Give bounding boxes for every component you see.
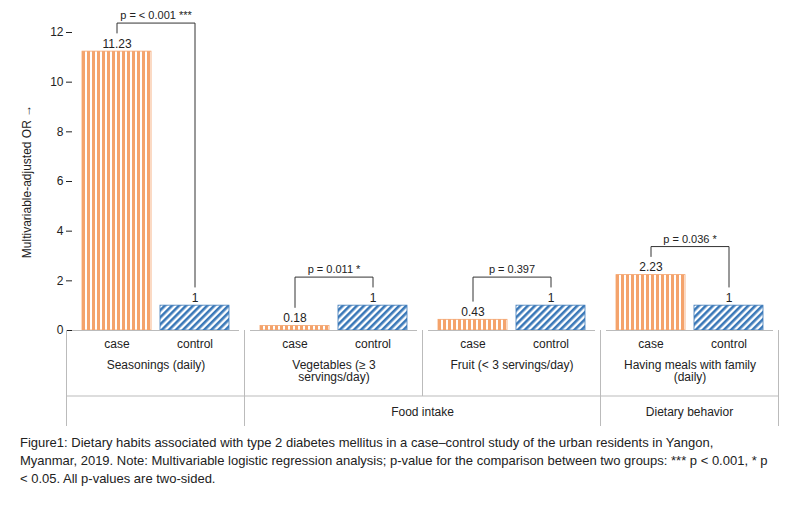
svg-text:case: case: [104, 337, 130, 351]
svg-text:case: case: [638, 337, 664, 351]
svg-text:p = < 0.001 ***: p = < 0.001 ***: [120, 9, 192, 21]
svg-text:p = 0.397: p = 0.397: [489, 263, 535, 275]
svg-text:Having meals with family(daily: Having meals with family(daily): [624, 358, 756, 384]
svg-text:0.43: 0.43: [461, 305, 485, 319]
svg-text:Multivariable-adjusted OR →: Multivariable-adjusted OR →: [20, 105, 34, 258]
svg-text:control: control: [177, 337, 213, 351]
svg-text:0.18: 0.18: [283, 311, 307, 325]
svg-text:12: 12: [50, 25, 64, 39]
svg-text:1: 1: [726, 291, 733, 305]
svg-text:Food intake: Food intake: [391, 405, 454, 419]
svg-text:case: case: [460, 337, 486, 351]
svg-text:6: 6: [57, 174, 64, 188]
svg-text:1: 1: [192, 291, 199, 305]
svg-text:4: 4: [57, 224, 64, 238]
svg-text:11.23: 11.23: [102, 37, 131, 51]
svg-text:Seasonings (daily): Seasonings (daily): [107, 358, 206, 372]
svg-text:1: 1: [548, 291, 555, 305]
svg-text:control: control: [355, 337, 391, 351]
svg-text:Dietary behavior: Dietary behavior: [646, 405, 733, 419]
svg-text:case: case: [282, 337, 308, 351]
svg-text:1: 1: [370, 291, 377, 305]
svg-text:0: 0: [57, 323, 64, 337]
svg-text:Vegetables (≥ 3servings/day): Vegetables (≥ 3servings/day): [292, 358, 376, 384]
svg-text:control: control: [711, 337, 747, 351]
svg-text:2: 2: [57, 274, 64, 288]
svg-text:8: 8: [57, 125, 64, 139]
svg-text:p = 0.011 *: p = 0.011 *: [308, 263, 361, 275]
html-text:Figure1: Dietary habits associ: Figure1: Dietary habits associated with …: [20, 435, 768, 486]
svg-text:p = 0.036 *: p = 0.036 *: [663, 233, 717, 245]
svg-text:2.23: 2.23: [639, 260, 663, 274]
svg-text:10: 10: [50, 75, 64, 89]
svg-text:control: control: [533, 337, 569, 351]
svg-text:Fruit (< 3 servings/day): Fruit (< 3 servings/day): [450, 358, 573, 372]
